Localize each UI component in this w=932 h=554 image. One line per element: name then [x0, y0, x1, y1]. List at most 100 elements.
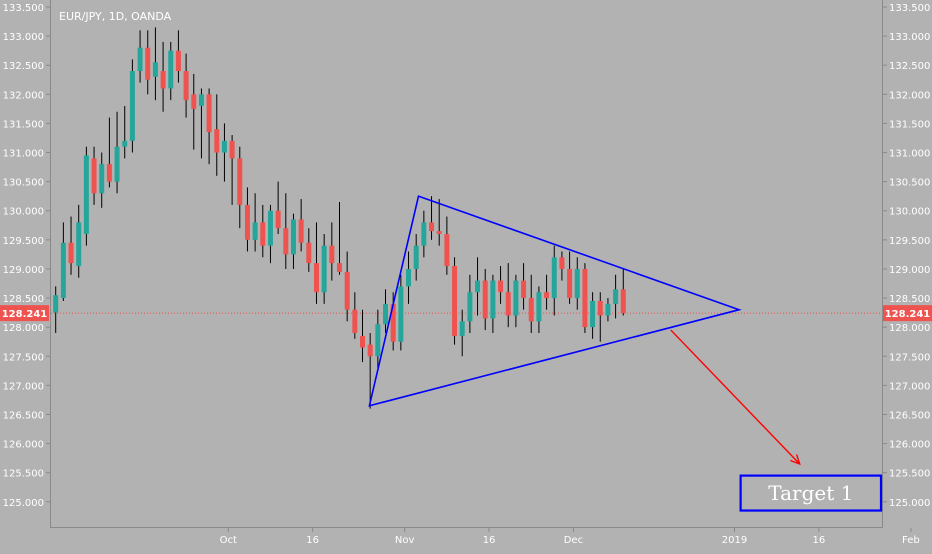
candle-up — [321, 234, 327, 304]
candle-up — [99, 152, 105, 208]
candle-body — [122, 140, 128, 147]
y-tick-label: 133.000 — [889, 32, 930, 43]
x-tick-label: 2019 — [722, 535, 747, 546]
last-price-label-left-bg — [0, 305, 49, 322]
x-tick-label: Dec — [564, 535, 583, 546]
candle-down — [344, 251, 350, 322]
candle-up — [83, 146, 89, 246]
candle-down — [275, 181, 281, 235]
candle-up — [221, 123, 227, 182]
candle-up — [536, 286, 542, 333]
y-tick-label: 129.500 — [889, 236, 930, 247]
y-tick-label: 132.000 — [3, 90, 44, 101]
candle-up — [406, 251, 412, 304]
candle-body — [152, 62, 158, 77]
candle-down — [367, 332, 373, 409]
candle-body — [406, 268, 412, 287]
candle-body — [183, 71, 189, 101]
y-tick-label: 131.500 — [3, 119, 44, 130]
candle-down — [191, 73, 197, 150]
y-tick-label: 128.000 — [889, 323, 930, 334]
candle-body — [267, 210, 273, 246]
candle-body — [467, 292, 473, 322]
candle-body — [306, 242, 312, 264]
y-tick-label: 132.500 — [3, 61, 44, 72]
candle-down — [620, 268, 626, 316]
candle-up — [513, 274, 519, 328]
candle-up — [590, 292, 596, 339]
candle-body — [283, 228, 289, 255]
candle-up — [60, 222, 66, 301]
x-tick-label: 16 — [812, 535, 825, 546]
candle-body — [390, 303, 396, 342]
y-axis-left: 125.000 125.500 126.000 126.500 127.000 127.5… — [3, 3, 50, 509]
candle-down — [237, 146, 243, 229]
x-tick-label: Feb — [902, 535, 920, 546]
candle-body — [53, 295, 59, 313]
candle-body — [321, 245, 327, 293]
y-axis-right: 125.000 125.500 126.000 126.500 127.000 127.5… — [883, 3, 930, 509]
candle-up — [421, 210, 427, 258]
candle-body — [459, 321, 465, 336]
candle-up — [267, 204, 273, 264]
candle-body — [137, 47, 143, 72]
drawings[interactable]: Target 1 — [368, 195, 883, 512]
candle-down — [145, 30, 151, 95]
candle-body — [290, 219, 296, 255]
candle-body — [605, 303, 611, 316]
candle-body — [383, 303, 389, 325]
price-labels: 128.241 128.241 — [0, 305, 932, 322]
candle-body — [191, 94, 197, 109]
breakout-arrow-line — [670, 329, 801, 465]
y-tick-label: 127.000 — [3, 381, 44, 392]
candle-body — [298, 219, 304, 243]
candle-down — [528, 274, 534, 333]
candle-down — [260, 204, 266, 258]
candle-body — [613, 289, 619, 304]
y-tick-label: 130.500 — [3, 178, 44, 189]
y-tick-label: 125.000 — [889, 498, 930, 509]
candle-down — [505, 263, 511, 328]
candle-body — [76, 222, 82, 267]
y-tick-label: 129.500 — [3, 236, 44, 247]
y-tick-label: 127.500 — [889, 352, 930, 363]
candle-down — [597, 292, 603, 342]
candle-down — [175, 30, 181, 83]
x-tick-label: Nov — [395, 535, 415, 546]
y-tick-label: 130.500 — [889, 178, 930, 189]
candle-body — [91, 158, 97, 194]
candle-down — [306, 228, 312, 272]
candle-up — [398, 274, 404, 351]
candle-body — [567, 268, 573, 299]
candle-body — [344, 271, 350, 310]
candle-up — [53, 286, 59, 333]
candle-up — [290, 213, 296, 269]
y-tick-label: 133.500 — [889, 3, 930, 14]
candle-down — [544, 274, 550, 310]
y-tick-label: 131.000 — [3, 149, 44, 160]
candle-body — [68, 242, 74, 264]
candle-up — [122, 105, 128, 159]
symmetrical-triangle-pattern — [368, 195, 742, 407]
candle-body — [106, 164, 112, 182]
candle-body — [60, 242, 66, 299]
candle-body — [436, 231, 442, 235]
target-box[interactable] — [739, 474, 883, 512]
candle-body — [597, 300, 603, 316]
target-label: Target 1 — [768, 481, 853, 505]
y-tick-label: 133.000 — [3, 32, 44, 43]
candle-body — [221, 140, 227, 153]
y-tick-label: 129.000 — [889, 265, 930, 276]
y-tick-label: 126.500 — [3, 410, 44, 421]
y-tick-label: 126.500 — [889, 410, 930, 421]
candle-body — [198, 94, 204, 106]
candle-body — [521, 280, 527, 299]
candle-up — [490, 274, 496, 333]
candle-body — [505, 292, 511, 316]
x-tick-label: Oct — [220, 535, 237, 546]
candle-up — [375, 309, 381, 368]
y-tick-label: 130.000 — [3, 207, 44, 218]
candle-body — [452, 266, 458, 336]
